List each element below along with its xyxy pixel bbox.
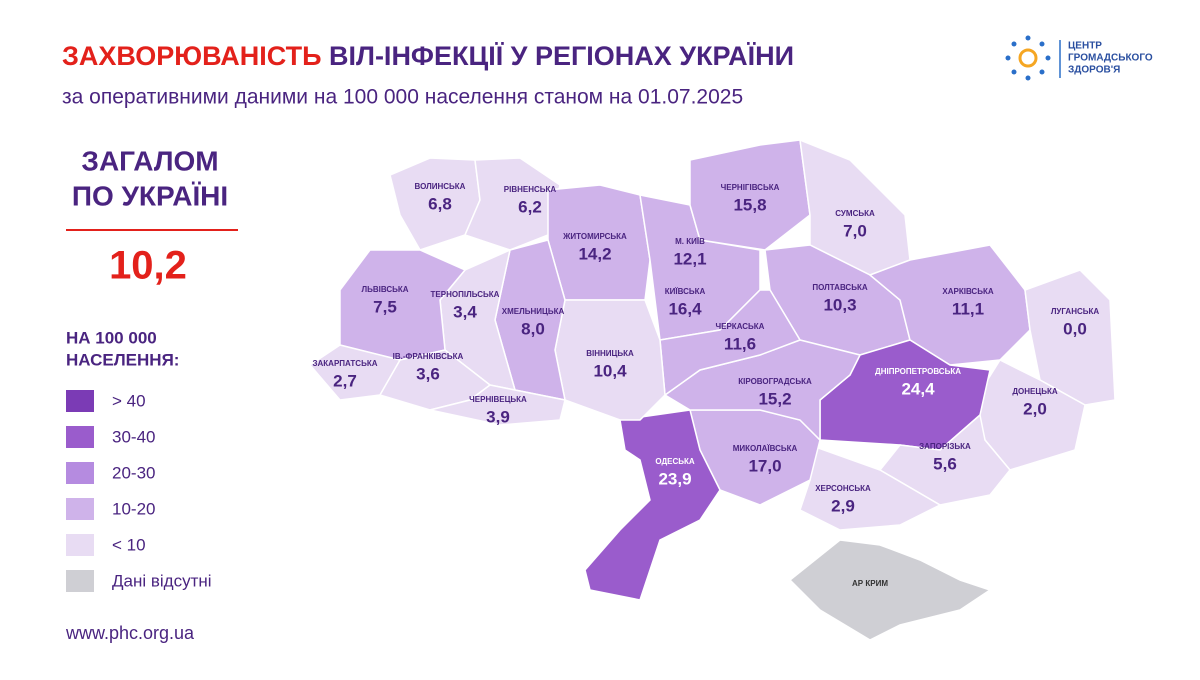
region-name: ІВ.-ФРАНКІВСЬКА: [393, 352, 464, 361]
region-name: ТЕРНОПІЛЬСЬКА: [431, 290, 500, 299]
region: [429, 384, 566, 426]
logo-text: ЗДОРОВ'Я: [1068, 65, 1120, 76]
region-name: ДНІПРОПЕТРОВСЬКА: [875, 367, 961, 376]
region: [547, 184, 651, 301]
region-value: 11,1: [952, 299, 984, 318]
legend-swatch: [66, 570, 94, 592]
region-name: ЧЕРКАСЬКА: [716, 322, 765, 331]
region-name: ПОЛТАВСЬКА: [812, 283, 867, 292]
region-value: 14,2: [578, 244, 611, 263]
legend-label: 20-30: [112, 463, 155, 482]
region-value: 3,9: [486, 407, 510, 426]
legend-label: 10-20: [112, 499, 155, 518]
region-value: 2,0: [1023, 399, 1047, 418]
region-value: 16,4: [668, 299, 702, 318]
legend: > 40 30-40 20-30 10-20 < 10 Дані відсутні: [66, 390, 212, 592]
region-value: 15,2: [758, 389, 791, 408]
region: [788, 539, 992, 641]
logo-text: ГРОМАДСЬКОГО: [1068, 53, 1153, 64]
legend-swatch: [66, 390, 94, 412]
region-name: ЗАПОРІЗЬКА: [919, 442, 971, 451]
logo-ring: [1018, 48, 1038, 68]
region-name: КІРОВОГРАДСЬКА: [738, 377, 812, 386]
region-name: ЖИТОМИРСЬКА: [562, 232, 627, 241]
region: [799, 443, 942, 531]
region-name: ХЕРСОНСЬКА: [815, 484, 871, 493]
title: ЗАХВОРЮВАНІСТЬ ВІЛ-ІНФЕКЦІЇ У РЕГІОНАХ У…: [62, 41, 794, 71]
legend-swatch: [66, 462, 94, 484]
legend-swatch: [66, 426, 94, 448]
logo-text: ЦЕНТР: [1068, 41, 1102, 52]
region: [1024, 269, 1116, 406]
region-name: АР КРИМ: [852, 579, 888, 588]
region-value: 24,4: [901, 379, 935, 398]
region-name: ВІННИЦЬКА: [586, 349, 634, 358]
map-regions: ВОЛИНСЬКА 6,8 РІВНЕНСЬКА 6,2 ЖИТОМИРСЬКА 14,2…: [308, 138, 1116, 641]
logo: ЦЕНТР ГРОМАДСЬКОГО ЗДОРОВ'Я: [1005, 35, 1153, 81]
legend-label: < 10: [112, 535, 146, 554]
region: [554, 299, 666, 421]
region-name: М. КИЇВ: [675, 237, 705, 246]
region: [584, 409, 721, 601]
total-value: 10,2: [109, 244, 187, 288]
region-value: 3,4: [453, 302, 477, 321]
region-value: 6,2: [518, 197, 542, 216]
region-name: ОДЕСЬКА: [655, 457, 695, 466]
region-name: РІВНЕНСЬКА: [504, 185, 557, 194]
region-value: 0,0: [1063, 319, 1087, 338]
region-value: 17,0: [748, 456, 781, 475]
region-value: 10,4: [593, 361, 627, 380]
title-rest: ВІЛ-ІНФЕКЦІЇ У РЕГІОНАХ УКРАЇНИ: [329, 41, 794, 71]
region-value: 2,9: [831, 496, 855, 515]
legend-title: НА 100 000: [66, 328, 157, 347]
region-name: ЛУГАНСЬКА: [1051, 307, 1100, 316]
region-name: ВОЛИНСЬКА: [415, 182, 466, 191]
total-label: ЗАГАЛОМ: [81, 145, 218, 176]
legend-label: Дані відсутні: [112, 571, 212, 590]
logo-dots: [1005, 35, 1051, 81]
legend-label: 30-40: [112, 427, 155, 446]
region-value: 12,1: [673, 249, 706, 268]
legend-title: НАСЕЛЕННЯ:: [66, 350, 179, 369]
region-name: МИКОЛАЇВСЬКА: [733, 444, 798, 453]
title-red: ЗАХВОРЮВАНІСТЬ: [62, 41, 321, 71]
subtitle: за оперативними даними на 100 000 населе…: [62, 86, 743, 109]
region-value: 8,0: [521, 319, 545, 338]
region-value: 10,3: [823, 295, 856, 314]
legend-swatch: [66, 534, 94, 556]
total-label: ПО УКРАЇНІ: [72, 180, 228, 211]
region-name: ДОНЕЦЬКА: [1012, 387, 1058, 396]
region-value: 7,5: [373, 297, 397, 316]
region-name: ХМЕЛЬНИЦЬКА: [502, 307, 565, 316]
region-value: 15,8: [733, 195, 766, 214]
region: [689, 139, 811, 251]
region: [463, 157, 561, 251]
legend-swatch: [66, 498, 94, 520]
region-name: КИЇВСЬКА: [665, 287, 706, 296]
region-name: ЧЕРНІВЕЦЬКА: [469, 395, 527, 404]
region-value: 3,6: [416, 364, 440, 383]
legend-label: > 40: [112, 391, 146, 410]
region-value: 7,0: [843, 221, 867, 240]
region-value: 5,6: [933, 454, 957, 473]
region-value: 11,6: [724, 334, 756, 353]
region-value: 2,7: [333, 371, 357, 390]
region-value: 23,9: [658, 469, 691, 488]
region-name: ЧЕРНІГІВСЬКА: [721, 183, 780, 192]
region-name: ЛЬВІВСЬКА: [361, 285, 408, 294]
region: [868, 244, 1031, 366]
region-name: ХАРКІВСЬКА: [942, 287, 993, 296]
region-name: ЗАКАРПАТСЬКА: [313, 359, 378, 368]
region-name: СУМСЬКА: [835, 209, 875, 218]
region-value: 6,8: [428, 194, 452, 213]
footer-url: www.phc.org.ua: [65, 623, 195, 643]
